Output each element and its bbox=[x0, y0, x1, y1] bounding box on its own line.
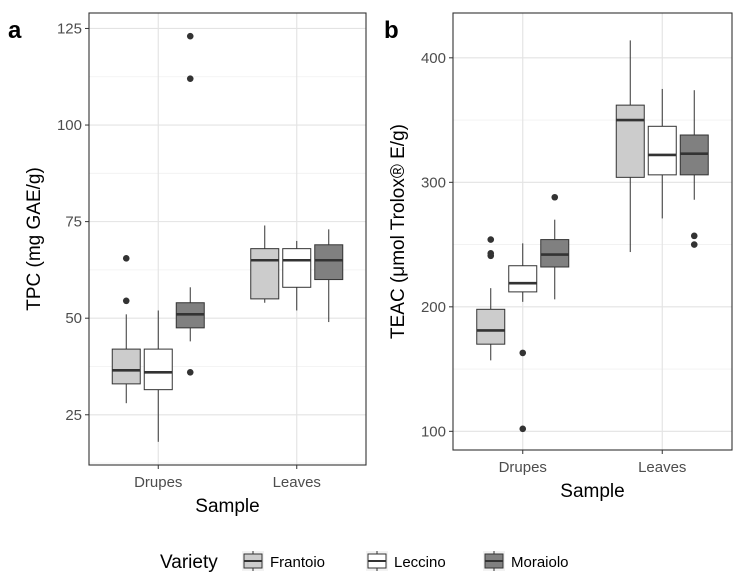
panel-border bbox=[452, 12, 733, 451]
y-axis-title: TEAC (μmol Trolox® E/g) bbox=[388, 124, 409, 339]
box-body bbox=[111, 348, 141, 385]
outlier-point bbox=[551, 193, 559, 201]
box-body bbox=[143, 348, 173, 391]
outlier-point bbox=[519, 425, 527, 433]
box-frantoio-drupes bbox=[111, 255, 141, 404]
x-axis-title: Sample bbox=[560, 481, 624, 502]
y-tick-label: 100 bbox=[421, 423, 446, 440]
outlier-point bbox=[186, 75, 194, 82]
y-tick-label: 400 bbox=[421, 50, 446, 67]
legend-title: Variety bbox=[160, 552, 218, 573]
plot-area bbox=[453, 13, 732, 450]
outlier-point bbox=[487, 249, 495, 257]
box-moraiolo-leaves bbox=[314, 229, 344, 323]
y-tick-label: 75 bbox=[65, 214, 82, 231]
outlier-point bbox=[519, 349, 527, 357]
box-leccino-drupes bbox=[143, 310, 173, 442]
outlier-point bbox=[690, 232, 698, 240]
legend-item-frantoio: Frantoio bbox=[242, 551, 325, 571]
outlier-point bbox=[186, 32, 194, 40]
box-body bbox=[476, 308, 506, 345]
legend-label: Frantoio bbox=[270, 554, 325, 571]
panel-a: 25 50 75 100 125 Drupes Leaves a Sample TPC (mg G… bbox=[8, 12, 367, 517]
panel-label: a bbox=[8, 17, 22, 44]
box-moraiolo-drupes bbox=[540, 193, 570, 300]
box-frantoio-leaves bbox=[250, 225, 280, 303]
legend-item-leccino: Leccino bbox=[366, 551, 446, 571]
box-moraiolo-drupes bbox=[175, 32, 205, 376]
x-axis-title: Sample bbox=[195, 496, 259, 517]
box-body bbox=[314, 244, 344, 281]
y-tick-label: 50 bbox=[65, 310, 82, 327]
x-tick-label: Drupes bbox=[499, 459, 547, 476]
box-frantoio-drupes bbox=[476, 236, 506, 361]
y-tick-label: 125 bbox=[57, 20, 82, 37]
y-axis-title: TPC (mg GAE/g) bbox=[24, 167, 45, 311]
box-body bbox=[647, 125, 677, 176]
box-body bbox=[615, 104, 645, 178]
y-tick-label: 100 bbox=[57, 117, 82, 134]
y-tick-label: 300 bbox=[421, 174, 446, 191]
legend: Variety Frantoio Leccino Moraiolo bbox=[160, 551, 569, 573]
x-tick-label: Leaves bbox=[638, 459, 686, 476]
y-tick-label: 200 bbox=[421, 299, 446, 316]
legend-label: Leccino bbox=[394, 554, 446, 571]
box-moraiolo-leaves bbox=[679, 90, 709, 248]
outlier-point bbox=[186, 368, 194, 376]
panel-b: 100 200 300 400 Drupes Leaves b Sample TEAC (μmo… bbox=[384, 12, 733, 502]
outlier-point bbox=[487, 236, 495, 243]
box-leccino-drupes bbox=[508, 243, 538, 433]
panel-border bbox=[88, 12, 367, 466]
box-body bbox=[282, 248, 312, 288]
plot-area bbox=[89, 13, 366, 465]
outlier-point bbox=[122, 255, 130, 262]
box-body bbox=[250, 248, 280, 300]
box-body bbox=[508, 265, 538, 293]
legend-item-moraiolo: Moraiolo bbox=[483, 551, 569, 571]
outlier-point bbox=[122, 297, 130, 305]
box-frantoio-leaves bbox=[615, 40, 645, 253]
legend-label: Moraiolo bbox=[511, 554, 569, 571]
box-leccino-leaves bbox=[282, 240, 312, 311]
panel-label: b bbox=[384, 17, 399, 44]
box-leccino-leaves bbox=[647, 88, 677, 219]
x-tick-label: Leaves bbox=[273, 474, 321, 491]
x-tick-label: Drupes bbox=[134, 474, 182, 491]
y-tick-label: 25 bbox=[65, 407, 82, 424]
outlier-point bbox=[690, 241, 698, 248]
